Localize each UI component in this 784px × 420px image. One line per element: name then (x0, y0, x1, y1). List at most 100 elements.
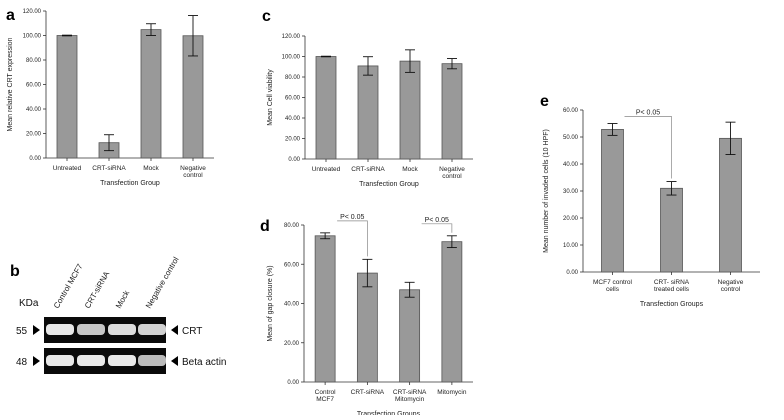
bar (314, 235, 336, 383)
y-axis-title: Mean number of invaded cells (10 HPF) (543, 129, 550, 253)
panel-label: b (10, 263, 20, 280)
x-category-label: Untreated (312, 166, 341, 173)
x-category-label: Negative control (718, 279, 744, 293)
y-tick-label: 40.00 (285, 116, 301, 122)
panel-label: d (260, 218, 270, 235)
y-tick-label: 100.00 (282, 55, 301, 61)
y-tick-label: 0.00 (288, 157, 300, 163)
x-category-label: Negative control (439, 166, 465, 180)
x-axis-title: Transfection Groups (640, 301, 704, 308)
x-category-label: CRT-siRNA (351, 166, 385, 173)
chart-d: d 0.00 20.00 40.00 60.00 80.00 Control MCF7 CRT-… (260, 214, 473, 418)
y-tick-label: 120.00 (23, 9, 42, 15)
marker-arrow-icon (33, 325, 40, 335)
band-label: CRT (182, 326, 202, 337)
x-category-label: CRT-siRNA Mitomycin (393, 389, 427, 403)
band-arrow-icon (171, 325, 178, 335)
x-axis-title: Transfection Groups (357, 411, 421, 415)
lane-label: Negative control (144, 255, 181, 310)
x-category-label: Mock (402, 166, 418, 173)
bar (399, 289, 421, 383)
bar (140, 29, 162, 159)
x-category-label: Control MCF7 (315, 389, 337, 403)
panel-label: c (262, 8, 271, 25)
y-tick-label: 60.00 (26, 83, 42, 89)
bar (399, 60, 421, 160)
marker-arrow-icon (33, 356, 40, 366)
band-arrow-icon (171, 356, 178, 366)
y-tick-label: 50.00 (563, 135, 579, 141)
bar (357, 65, 379, 160)
molecular-weight-marker: 55 (16, 326, 28, 337)
protein-band (46, 324, 74, 335)
x-axis-title: Transfection Group (359, 181, 419, 188)
protein-band (108, 324, 136, 335)
y-tick-label: 60.00 (563, 108, 579, 114)
x-category-label: CRT- siRNA treated cells (654, 279, 690, 293)
y-tick-label: 40.00 (284, 302, 300, 308)
bar (660, 187, 683, 273)
protein-band (77, 324, 105, 335)
protein-band (77, 355, 105, 366)
molecular-weight-marker: 48 (16, 357, 28, 368)
significance-bracket (624, 116, 672, 179)
x-category-label: Negative control (180, 165, 206, 179)
significance-bracket (421, 223, 453, 233)
panel-label: e (540, 93, 549, 110)
significance-label: P< 0.05 (340, 214, 364, 221)
x-category-label: CRT-siRNA (92, 165, 126, 172)
protein-band (138, 324, 166, 335)
x-category-label: Untreated (53, 165, 82, 172)
y-tick-label: 0.00 (287, 380, 299, 386)
y-tick-label: 40.00 (563, 162, 579, 168)
protein-band (138, 355, 166, 366)
x-axis-title: Transfection Group (100, 180, 160, 187)
x-category-label: Mock (143, 165, 159, 172)
lane-label: Control MCF7 (52, 262, 85, 310)
bar (719, 137, 742, 273)
x-category-label: Mitomycin (437, 389, 467, 396)
x-category-label: MCF7 control cells (593, 279, 633, 293)
lane-label: CRT-siRNA (83, 269, 112, 310)
y-tick-label: 80.00 (285, 75, 301, 81)
y-tick-label: 100.00 (23, 34, 42, 40)
significance-label: P< 0.05 (425, 217, 449, 224)
protein-band (108, 355, 136, 366)
significance-label: P< 0.05 (636, 110, 660, 117)
bar (441, 63, 463, 160)
y-tick-label: 20.00 (26, 132, 42, 138)
y-tick-label: 40.00 (26, 107, 42, 113)
y-tick-label: 20.00 (284, 341, 300, 347)
y-axis-title: Mean Cell viability (267, 69, 274, 126)
lane-label: Mock (114, 288, 132, 310)
y-axis-title: Mean relative CRT expression (7, 37, 14, 131)
chart-c: c 0.00 20.00 40.00 60.00 80.00 100.00 120.00 Unt… (262, 8, 473, 188)
x-category-label: CRT-siRNA (351, 389, 385, 396)
y-tick-label: 30.00 (563, 189, 579, 195)
panel-label: a (6, 7, 15, 24)
bar (56, 35, 78, 159)
y-tick-label: 80.00 (26, 58, 42, 64)
bar (315, 56, 337, 160)
bar (441, 241, 463, 383)
y-tick-label: 0.00 (29, 156, 41, 162)
bar (601, 129, 624, 273)
y-axis-title: Mean of gap closure (%) (267, 265, 274, 341)
y-tick-label: 20.00 (563, 216, 579, 222)
protein-band (46, 355, 74, 366)
band-label: Beta actin (182, 357, 226, 368)
chart-a: a 0.00 20.00 40.00 60.00 80.00 100.00 120.00 Unt… (6, 7, 214, 187)
y-tick-label: 0.00 (566, 270, 578, 276)
y-tick-label: 60.00 (284, 262, 300, 268)
y-tick-label: 120.00 (282, 34, 301, 40)
y-tick-label: 80.00 (284, 223, 300, 229)
bar (356, 272, 378, 383)
y-tick-label: 10.00 (563, 243, 579, 249)
significance-bracket (337, 220, 368, 257)
y-tick-label: 20.00 (285, 137, 301, 143)
y-tick-label: 60.00 (285, 96, 301, 102)
kda-label: KDa (19, 298, 39, 309)
chart-e: e 0.00 10.00 20.00 30.00 40.00 50.00 60.00 MCF7 … (540, 93, 760, 308)
